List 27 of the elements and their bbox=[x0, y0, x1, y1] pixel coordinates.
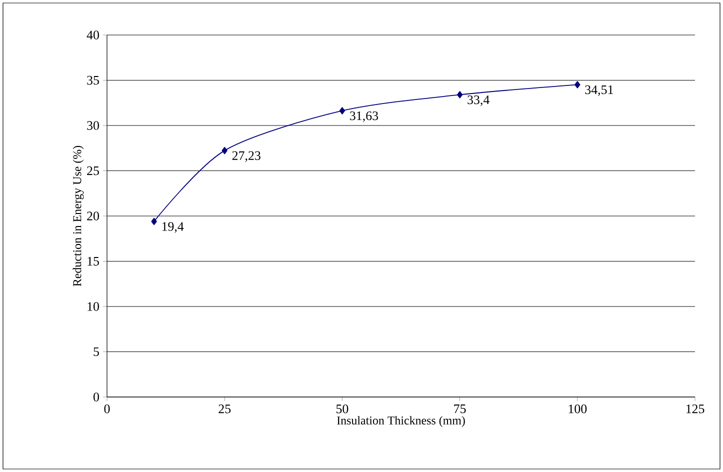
y-tick-label: 20 bbox=[87, 212, 99, 220]
x-tick-label: 0 bbox=[104, 404, 110, 414]
x-tick-label: 125 bbox=[686, 404, 704, 414]
y-tick-label: 10 bbox=[88, 302, 99, 311]
data-label: 19,4 bbox=[162, 222, 184, 233]
point bbox=[456, 91, 463, 98]
point bbox=[339, 107, 346, 114]
y-tick-label: 25 bbox=[87, 166, 99, 176]
x-tick-label: 75 bbox=[454, 404, 466, 414]
data-label: 27,23 bbox=[232, 151, 260, 162]
x-axis-title: Insulation Thickness (mm) bbox=[337, 416, 465, 427]
y-axis-title: Reduction in Energy Use (%) bbox=[72, 146, 84, 286]
point bbox=[151, 218, 157, 226]
y-tick-label: 35 bbox=[87, 76, 99, 85]
x-tick-label: 100 bbox=[568, 404, 587, 414]
data-label: 34,51 bbox=[585, 85, 613, 96]
x-tick-label: 50 bbox=[336, 404, 348, 414]
y-tick-label: 0 bbox=[94, 392, 99, 402]
point bbox=[222, 146, 228, 154]
y-tick-label: 5 bbox=[94, 347, 99, 356]
y-tick-label: 40 bbox=[86, 30, 99, 40]
y-tick-label: 15 bbox=[88, 256, 99, 266]
data-label: 33,4 bbox=[468, 95, 490, 106]
y-tick-label: 30 bbox=[87, 121, 99, 130]
data-label: 31,63 bbox=[350, 111, 378, 122]
point bbox=[574, 81, 580, 88]
x-tick-label: 25 bbox=[218, 404, 231, 414]
